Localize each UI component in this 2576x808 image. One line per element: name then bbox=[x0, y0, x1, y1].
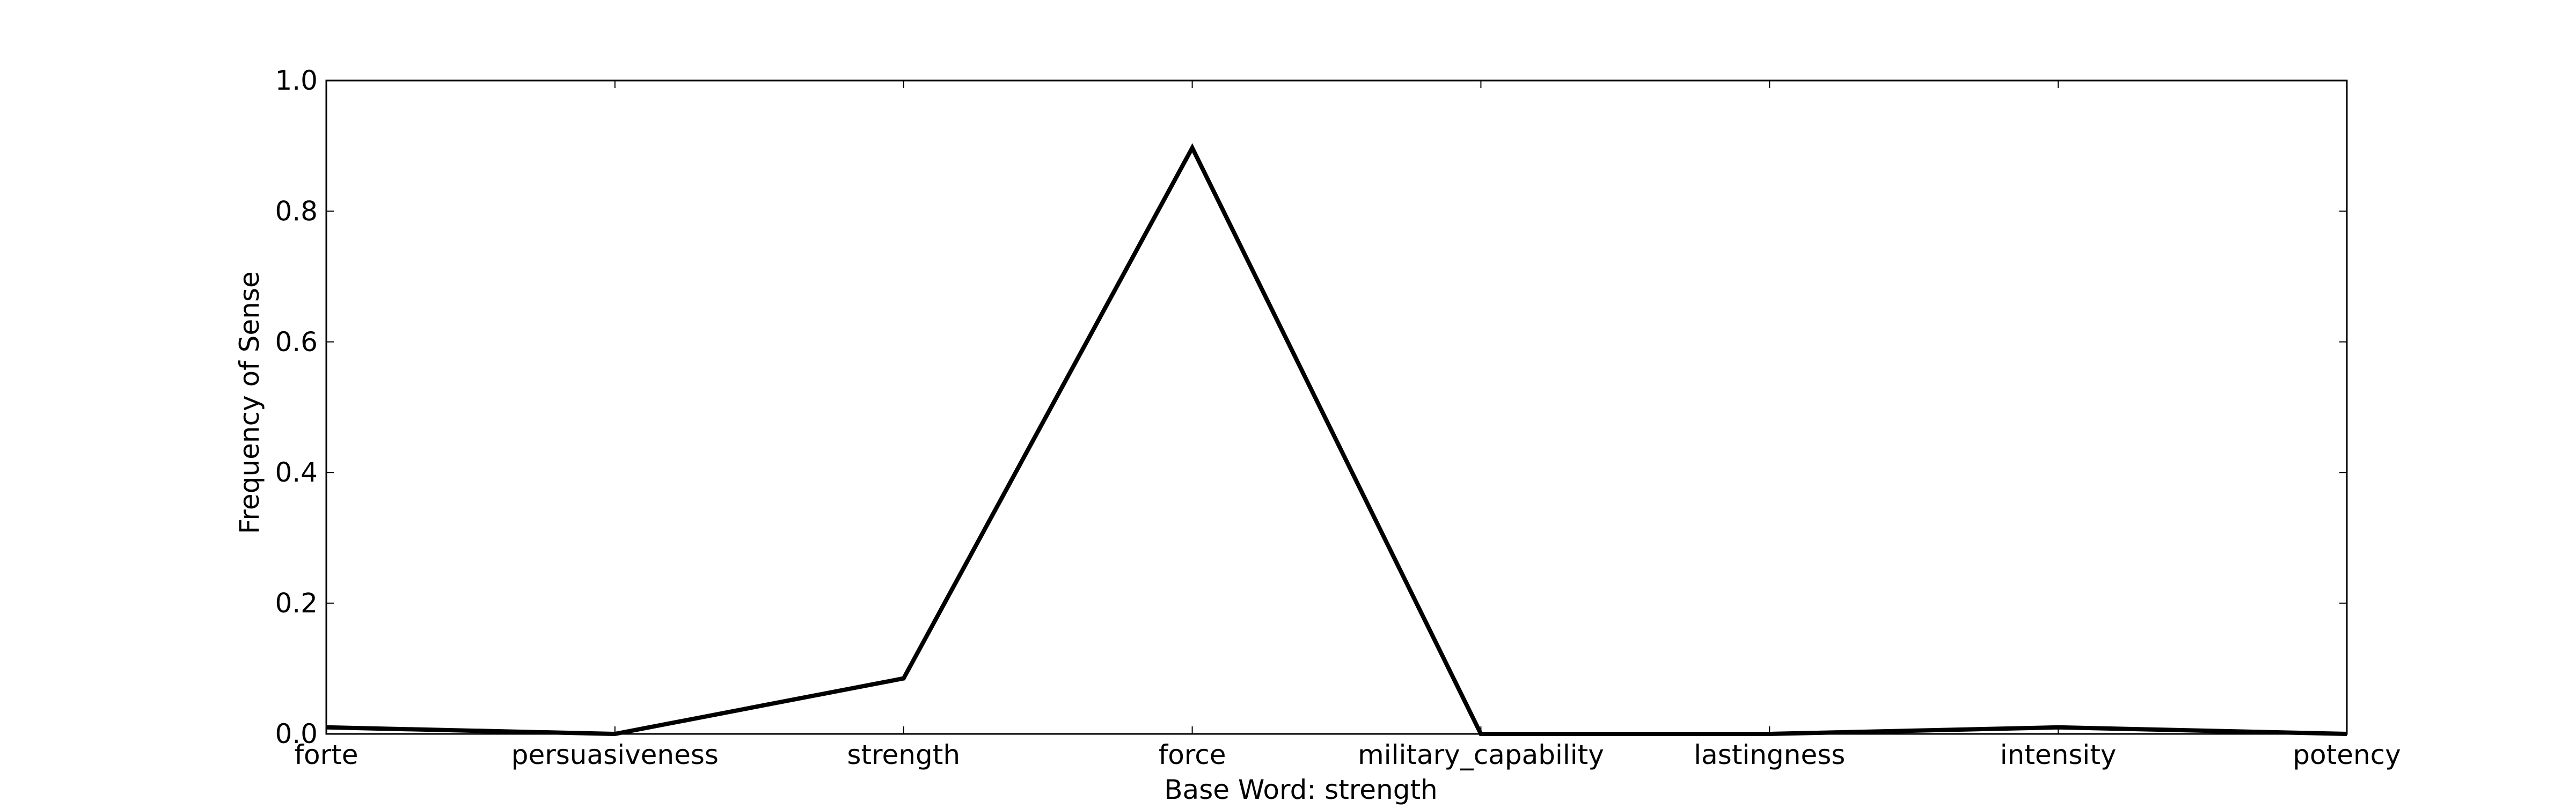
x-tick-label: lastingness bbox=[1694, 739, 1845, 770]
x-tick-label: potency bbox=[2293, 739, 2401, 770]
y-tick-label: 0.6 bbox=[275, 326, 318, 358]
x-tick-label: intensity bbox=[2000, 739, 2117, 770]
y-axis-label: Frequency of Sense bbox=[234, 271, 265, 534]
x-tick-label: force bbox=[1159, 739, 1226, 770]
x-tick-label: strength bbox=[847, 739, 960, 770]
series-line-0 bbox=[326, 148, 2347, 734]
y-tick-label: 0.4 bbox=[275, 457, 318, 488]
x-tick-label: military_capability bbox=[1358, 739, 1604, 770]
axes-frame bbox=[326, 81, 2347, 734]
series-layer bbox=[326, 148, 2347, 734]
y-tick-label: 0.0 bbox=[275, 718, 318, 749]
y-tick-label: 0.8 bbox=[275, 195, 318, 227]
x-tick-label: persuasiveness bbox=[511, 739, 719, 770]
x-axis-label: Base Word: strength bbox=[1164, 774, 1438, 805]
y-tick-label: 0.2 bbox=[275, 588, 318, 619]
y-tick-label: 1.0 bbox=[275, 65, 318, 96]
plot-frame bbox=[326, 81, 2347, 734]
